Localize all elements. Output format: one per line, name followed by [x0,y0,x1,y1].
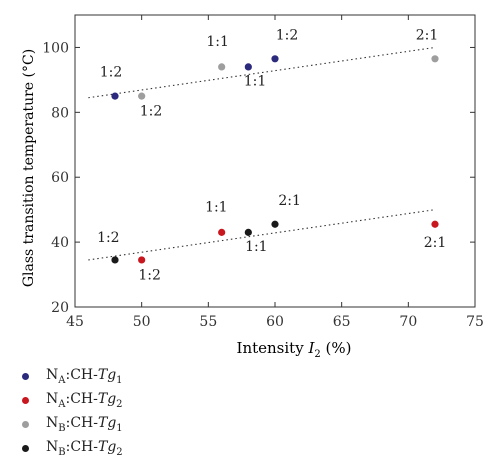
legend-marker-na-tg1 [22,372,29,380]
data-point-na_tg2 [138,256,146,264]
y-tick-label: 20 [51,300,69,316]
legend-label-nb-tg1: NB:CH-Tg1 [46,414,123,434]
ratio-annotation: 2:1 [416,27,439,43]
ratio-annotation: 1:2 [276,27,299,43]
ratio-annotation: 1:1 [205,199,228,215]
ratio-annotation: 1:1 [206,34,229,50]
legend-item-na-tg1: NA:CH-Tg1 [22,364,123,388]
legend-label-na-tg1: NA:CH-Tg1 [46,366,123,386]
axes: 45 50 55 60 65 70 75 20 40 60 80 100 [42,14,484,330]
legend-label-nb-tg2: NB:CH-Tg2 [46,438,123,458]
ratio-annotation: 2:1 [424,235,447,251]
y-tick-label: 60 [51,170,69,186]
ratio-annotation: 1:2 [97,230,120,246]
x-tick-label: 55 [199,314,217,330]
legend-item-na-tg2: NA:CH-Tg2 [22,388,123,412]
data-point-na_tg1 [244,63,252,71]
x-tick-label: 65 [333,314,351,330]
x-tick-label: 70 [399,314,417,330]
data-point-na_tg1 [111,92,119,100]
data-point-na_tg1 [271,55,279,63]
y-axis-label: Glass transition temperature (°C) [21,49,37,287]
legend-marker-nb-tg1 [22,420,29,428]
legend-item-nb-tg1: NB:CH-Tg1 [22,412,123,436]
legend-label-na-tg2: NA:CH-Tg2 [46,390,123,410]
ratio-annotation: 1:1 [244,73,267,89]
x-axis-label: Intensity I2 (%) [237,339,352,360]
legend: NA:CH-Tg1 NA:CH-Tg2 NB:CH-Tg1 NB:CH-Tg2 [22,364,123,460]
legend-marker-na-tg2 [22,396,29,404]
x-tick-label: 60 [266,314,284,330]
data-point-nb_tg1 [218,63,226,71]
data-points [111,55,439,264]
ratio-annotation: 1:2 [140,104,163,120]
data-point-nb_tg2 [271,220,279,228]
legend-marker-nb-tg2 [22,444,29,452]
data-point-na_tg2 [431,220,439,228]
point-annotations: 1:2 1:2 1:1 1:1 1:2 2:1 1:2 1:2 1:1 1:1 2:1 2:1 [97,27,446,283]
y-tick-label: 40 [51,235,69,251]
data-point-nb_tg1 [431,55,439,63]
x-tick-label: 75 [466,314,484,330]
legend-item-nb-tg2: NB:CH-Tg2 [22,436,123,460]
data-point-na_tg2 [218,228,226,236]
y-tick-label: 100 [42,40,69,56]
y-tick-label: 80 [51,105,69,121]
ratio-annotation: 1:2 [138,267,161,283]
x-tick-label: 45 [66,314,84,330]
x-tick-label: 50 [133,314,151,330]
data-point-nb_tg1 [138,92,146,100]
data-point-nb_tg2 [244,228,252,236]
ratio-annotation: 1:1 [245,239,268,255]
data-point-nb_tg2 [111,256,119,264]
ratio-annotation: 2:1 [278,193,301,209]
ratio-annotation: 1:2 [100,65,123,81]
